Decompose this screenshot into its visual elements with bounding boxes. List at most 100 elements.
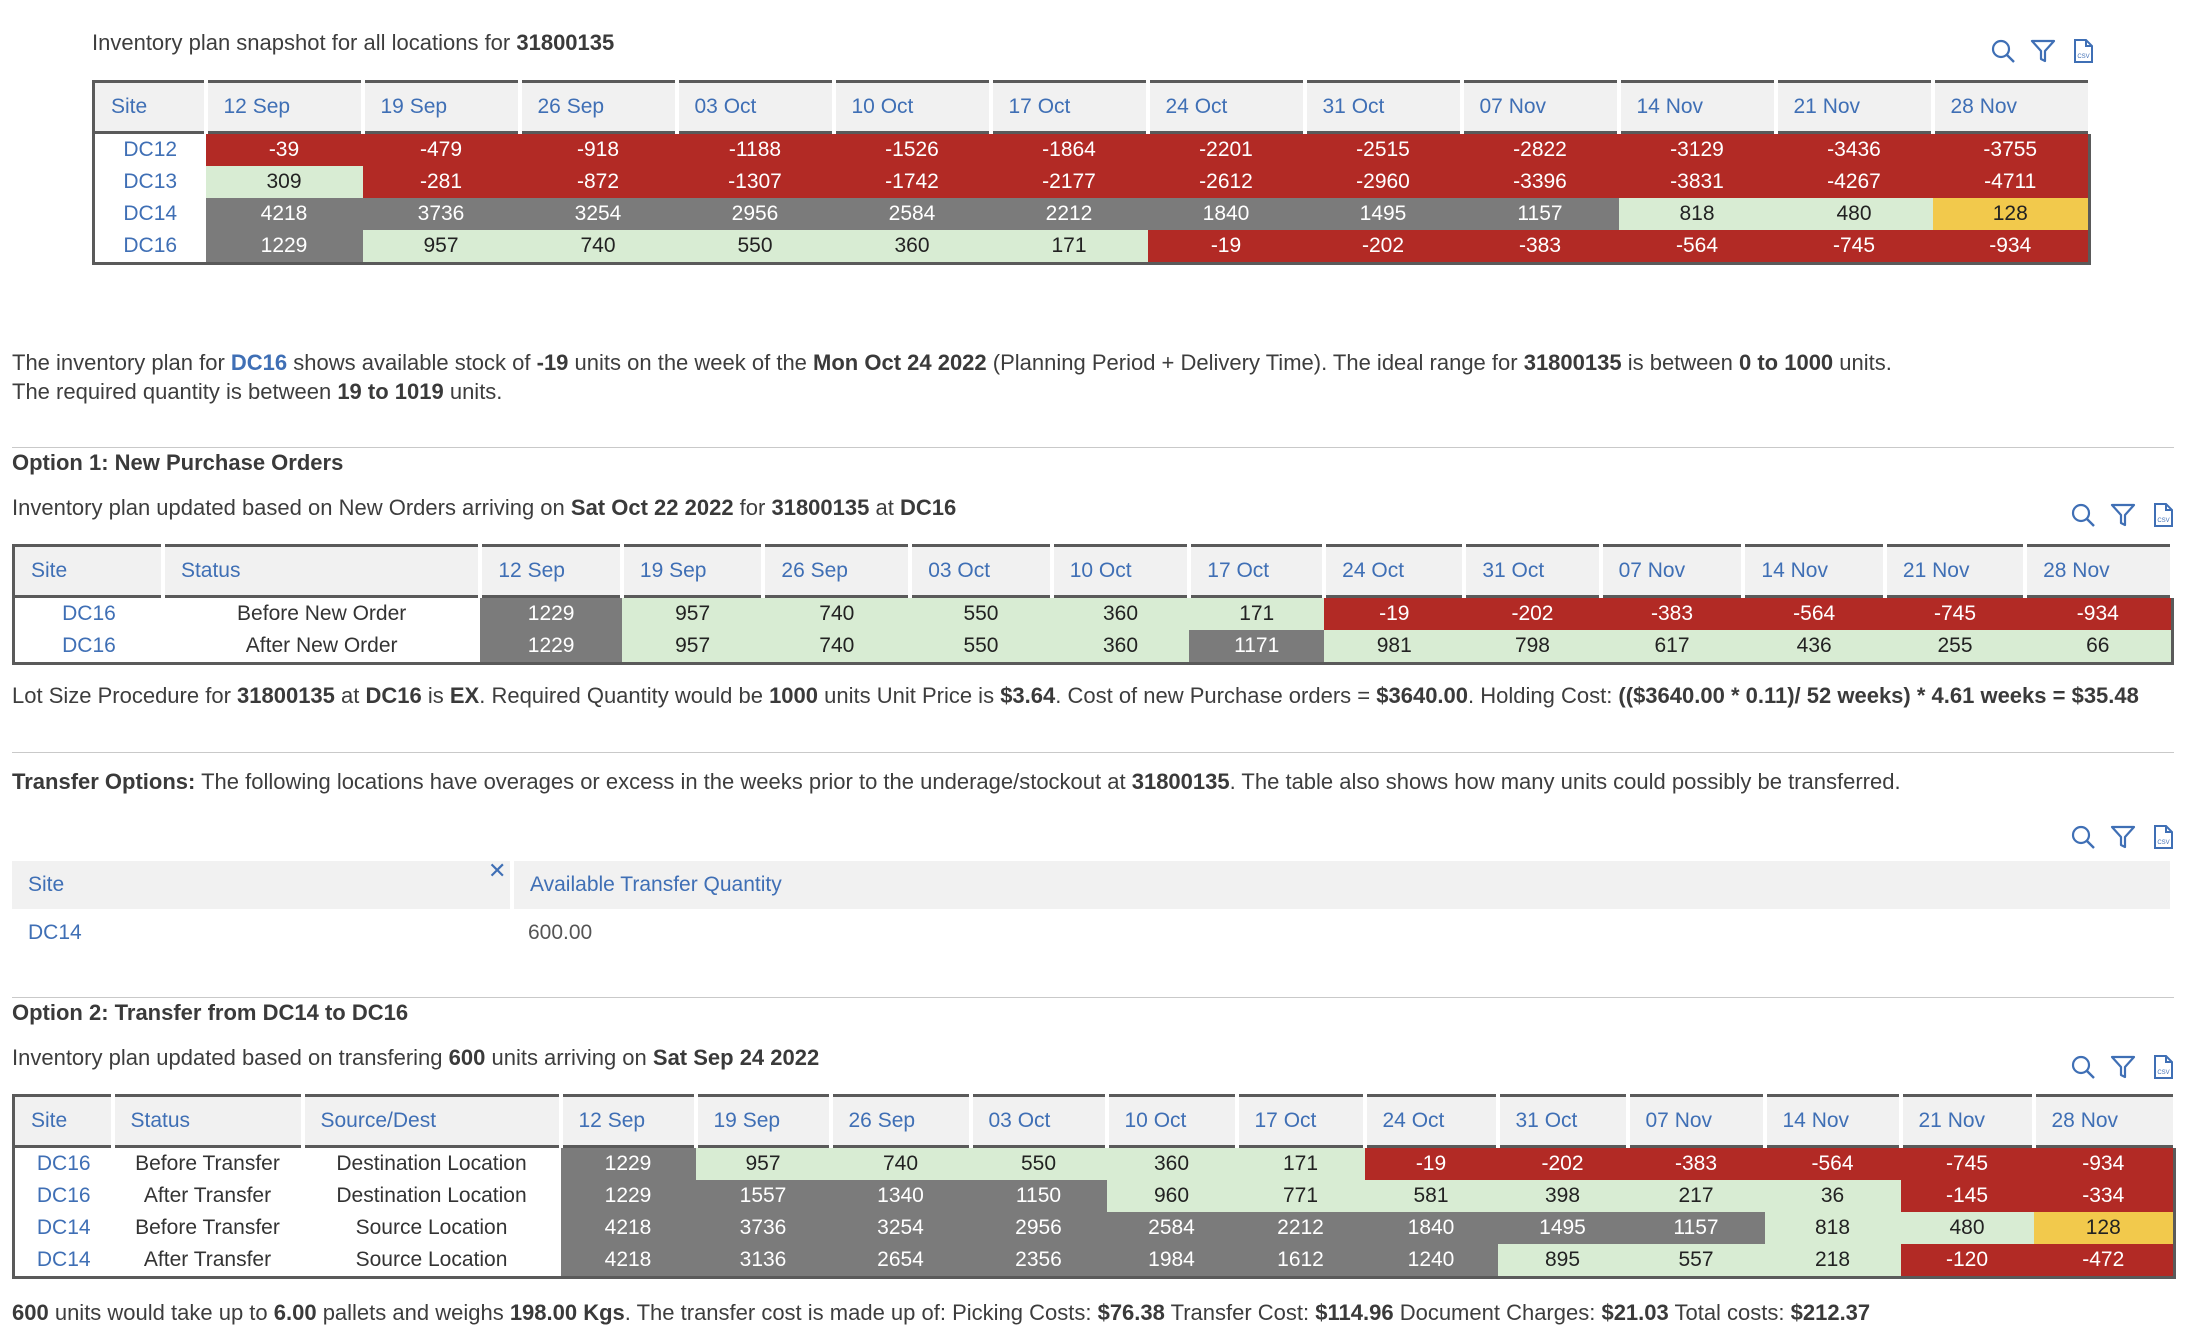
column-header-12-sep[interactable]: 12 Sep <box>480 545 624 598</box>
column-header-07-nov[interactable]: 07 Nov <box>1627 1095 1767 1148</box>
inventory-cell: 1157 <box>1627 1212 1765 1244</box>
column-header-26-sep[interactable]: 26 Sep <box>519 81 679 134</box>
column-header-03-oct[interactable]: 03 Oct <box>676 81 836 134</box>
column-header-21-nov[interactable]: 21 Nov <box>1900 1095 2036 1148</box>
column-header-available-transfer-quantity[interactable]: Available Transfer Quantity <box>512 861 2170 909</box>
site-link[interactable]: DC14 <box>13 1212 113 1244</box>
filter-icon[interactable] <box>2110 824 2136 850</box>
column-header-10-oct[interactable]: 10 Oct <box>833 81 993 134</box>
close-icon[interactable]: ✕ <box>488 858 507 883</box>
column-header-24-oct[interactable]: 24 Oct <box>1324 545 1467 598</box>
search-icon[interactable] <box>2070 824 2096 850</box>
column-header-31-oct[interactable]: 31 Oct <box>1497 1095 1630 1148</box>
site-link[interactable]: DC16 <box>13 596 163 630</box>
inventory-cell: 960 <box>1106 1180 1237 1212</box>
site-link[interactable]: DC14 <box>28 921 82 944</box>
column-header-17-oct[interactable]: 17 Oct <box>1236 1095 1367 1148</box>
inventory-cell: 740 <box>763 596 911 630</box>
column-header-14-nov[interactable]: 14 Nov <box>1618 81 1778 134</box>
column-header-10-oct[interactable]: 10 Oct <box>1051 545 1192 598</box>
inventory-cell: -202 <box>1464 596 1601 630</box>
column-header-source-dest[interactable]: Source/Dest <box>302 1095 563 1148</box>
transfer-options-label: Transfer Options: <box>12 769 196 794</box>
csv-export-icon[interactable]: CSV <box>2070 38 2096 64</box>
column-header-site[interactable]: Site <box>93 81 208 134</box>
column-header-03-oct[interactable]: 03 Oct <box>970 1095 1109 1148</box>
csv-export-icon[interactable]: CSV <box>2150 824 2176 850</box>
inventory-cell: 255 <box>1884 630 2026 664</box>
column-header-17-oct[interactable]: 17 Oct <box>1189 545 1327 598</box>
filter-icon[interactable] <box>2030 38 2056 64</box>
inventory-cell: 957 <box>695 1146 831 1180</box>
column-header-31-oct[interactable]: 31 Oct <box>1304 81 1464 134</box>
csv-export-icon[interactable]: CSV <box>2150 1054 2176 1080</box>
column-header-03-oct[interactable]: 03 Oct <box>910 545 1054 598</box>
status-cell: Before New Order <box>162 596 481 630</box>
search-icon[interactable] <box>1990 38 2016 64</box>
column-header-12-sep[interactable]: 12 Sep <box>205 81 365 134</box>
table-row: DC16 Before Transfer Destination Location 1… <box>13 1146 2175 1180</box>
column-header-21-nov[interactable]: 21 Nov <box>1775 81 1935 134</box>
filter-icon[interactable] <box>2110 502 2136 528</box>
summary-line-2: The required quantity is between 19 to 1… <box>12 377 502 407</box>
column-header-07-nov[interactable]: 07 Nov <box>1600 545 1746 598</box>
column-header-12-sep[interactable]: 12 Sep <box>560 1095 698 1148</box>
option1-table: Site Status 12 Sep 19 Sep 26 Sep 03 Oct 10 Oct… <box>12 544 2174 665</box>
filter-icon[interactable] <box>2110 1054 2136 1080</box>
svg-text:CSV: CSV <box>2077 54 2089 60</box>
site-link[interactable]: DC12 <box>93 132 206 166</box>
inventory-cell: -3129 <box>1618 132 1776 166</box>
summary-site-link[interactable]: DC16 <box>230 350 288 375</box>
lot-item: 31800135 <box>237 683 335 708</box>
csv-export-icon[interactable]: CSV <box>2150 502 2176 528</box>
search-icon[interactable] <box>2070 502 2096 528</box>
inventory-cell: -334 <box>2033 1180 2175 1212</box>
site-link[interactable]: DC16 <box>13 630 163 664</box>
search-icon[interactable] <box>2070 1054 2096 1080</box>
column-header-26-sep[interactable]: 26 Sep <box>763 545 913 598</box>
site-link[interactable]: DC16 <box>13 1146 113 1180</box>
column-header-24-oct[interactable]: 24 Oct <box>1147 81 1307 134</box>
site-link[interactable]: DC13 <box>93 166 206 198</box>
column-header-status[interactable]: Status <box>162 545 483 598</box>
column-header-19-sep[interactable]: 19 Sep <box>362 81 522 134</box>
summary-text: units. <box>1833 350 1892 375</box>
column-header-status[interactable]: Status <box>112 1095 305 1148</box>
option1-lot-size: Lot Size Procedure for 31800135 at DC16 … <box>12 681 2139 711</box>
column-header-14-nov[interactable]: 14 Nov <box>1764 1095 1903 1148</box>
column-header-28-nov[interactable]: 28 Nov <box>2025 545 2174 598</box>
column-header-17-oct[interactable]: 17 Oct <box>990 81 1150 134</box>
summary-range: 0 to 1000 <box>1739 350 1834 375</box>
column-header-site[interactable]: Site <box>13 545 165 598</box>
lot-text: . Cost of new Purchase orders = <box>1055 683 1377 708</box>
column-header-19-sep[interactable]: 19 Sep <box>695 1095 833 1148</box>
column-header-site[interactable]: Site <box>13 1095 115 1148</box>
lot-text: . Required Quantity would be <box>479 683 770 708</box>
column-header-14-nov[interactable]: 14 Nov <box>1743 545 1887 598</box>
site-link[interactable]: DC14 <box>13 1244 113 1278</box>
option2-toolbar: CSV <box>2070 1054 2176 1080</box>
lot-holding-cost: (($3640.00 * 0.11)/ 52 weeks) * 4.61 wee… <box>1618 683 2139 708</box>
site-link[interactable]: DC14 <box>93 198 206 230</box>
column-header-28-nov[interactable]: 28 Nov <box>2033 1095 2177 1148</box>
option1-text: for <box>733 495 772 520</box>
option2-quantity: 600 <box>448 1045 486 1070</box>
column-header-31-oct[interactable]: 31 Oct <box>1464 545 1603 598</box>
column-header-26-sep[interactable]: 26 Sep <box>830 1095 973 1148</box>
inventory-cell: 818 <box>1764 1212 1901 1244</box>
column-header-21-nov[interactable]: 21 Nov <box>1884 545 2028 598</box>
column-header-07-nov[interactable]: 07 Nov <box>1461 81 1621 134</box>
column-header-19-sep[interactable]: 19 Sep <box>621 545 766 598</box>
inventory-cell: -202 <box>1304 230 1462 264</box>
column-header-site[interactable]: Site <box>12 861 514 909</box>
column-header-28-nov[interactable]: 28 Nov <box>1932 81 2092 134</box>
option2-footer: 600 units would take up to 6.00 pallets … <box>12 1298 1870 1328</box>
header-row: Site Status 12 Sep 19 Sep 26 Sep 03 Oct 10 Oct… <box>13 545 2174 598</box>
site-link[interactable]: DC16 <box>13 1180 113 1212</box>
site-link[interactable]: DC16 <box>93 230 206 264</box>
summary-text: (Planning Period + Delivery Time). The i… <box>986 350 1524 375</box>
inventory-cell: 1840 <box>1147 198 1305 230</box>
inventory-cell: 550 <box>910 630 1052 664</box>
column-header-10-oct[interactable]: 10 Oct <box>1106 1095 1239 1148</box>
column-header-24-oct[interactable]: 24 Oct <box>1364 1095 1500 1148</box>
